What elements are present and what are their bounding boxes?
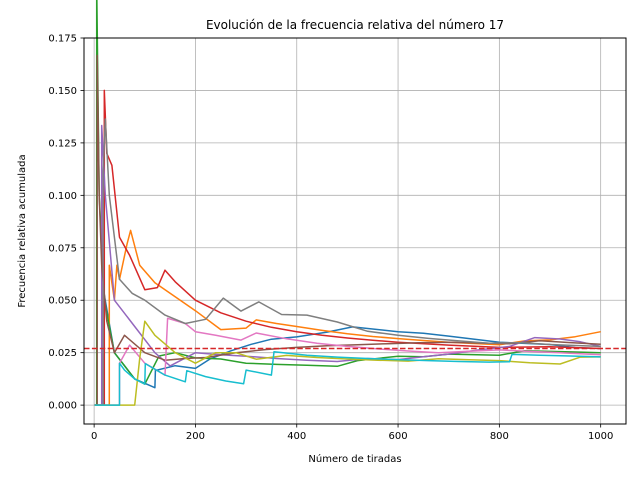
x-tick-label: 0 (91, 431, 97, 442)
y-tick-label: 0.125 (48, 138, 77, 149)
x-tick-label: 1000 (588, 431, 613, 442)
x-axis-title: Número de tiradas (308, 453, 401, 465)
x-tick-label: 800 (490, 431, 509, 442)
y-tick-label: 0.050 (48, 296, 77, 307)
x-axis: 0 200 400 600 800 1000 (91, 424, 613, 442)
y-tick-label: 0.100 (48, 191, 77, 202)
series-line-8 (94, 118, 601, 406)
chart-title: Evolución de la frecuencia relativa del … (206, 18, 504, 32)
plot-frame (83, 37, 627, 425)
y-tick-label: 0.000 (48, 401, 77, 412)
series-group (94, 0, 601, 406)
y-tick-label: 0.175 (48, 34, 77, 45)
x-tick-label: 400 (287, 431, 306, 442)
y-axis-title: Frecuencia relativa acumulada (17, 154, 28, 307)
y-axis: 0.000 0.025 0.050 0.075 0.100 0.125 0.150 0.175 (48, 34, 84, 412)
series-line-5 (94, 124, 601, 406)
x-tick-label: 600 (389, 431, 408, 442)
y-tick-label: 0.150 (48, 86, 77, 97)
y-tick-label: 0.025 (48, 348, 77, 359)
y-tick-label: 0.075 (48, 243, 77, 254)
series-line-10 (94, 351, 601, 406)
x-tick-label: 200 (186, 431, 205, 442)
